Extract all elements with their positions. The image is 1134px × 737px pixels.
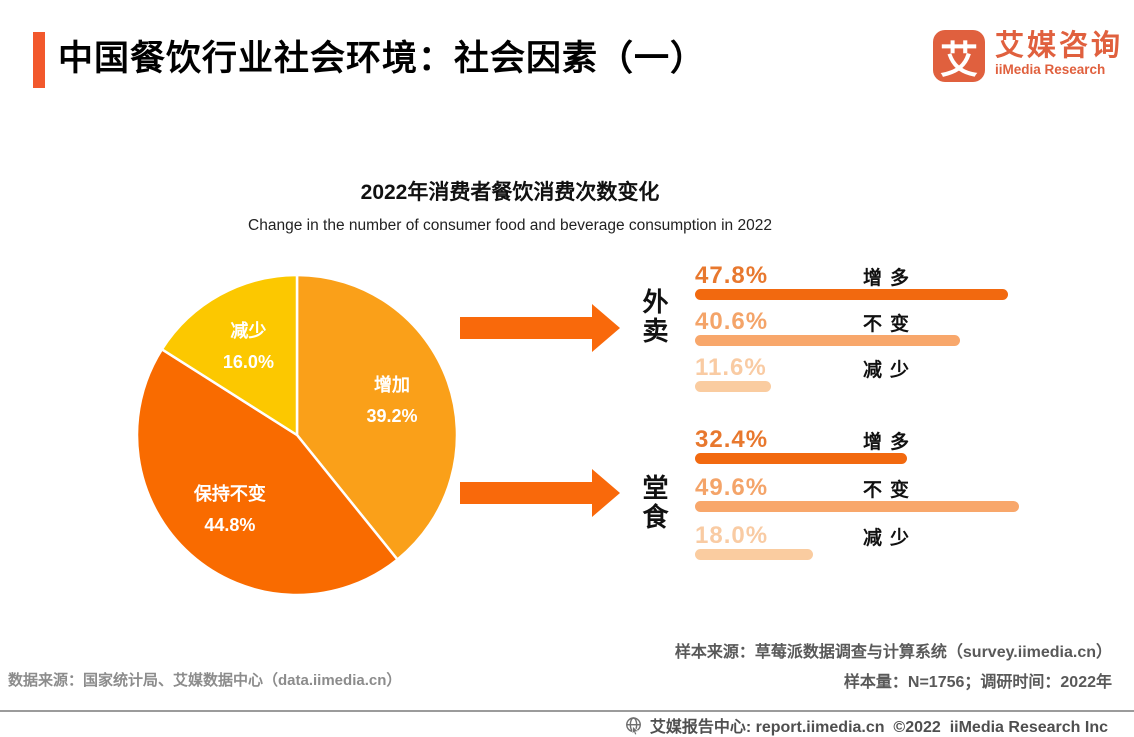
pie-slice-label: 减少 16.0% (222, 320, 274, 372)
pie-chart: 增加 39.2% 保持不变 44.8% 减少 16.0% (127, 265, 467, 605)
pie-slice-label: 保持不变 44.8% (193, 484, 266, 536)
bar (695, 381, 771, 392)
iimedia-logo-icon: 艾 (933, 30, 985, 82)
pie-slice-label: 增加 39.2% (366, 375, 418, 427)
logo-name-en: iiMedia Research (995, 62, 1106, 77)
footer: 艾媒报告中心: report.iimedia.cn ©2022 iiMedia … (624, 713, 1108, 737)
iimedia-logo-text: 艾媒咨询 iiMedia Research (995, 30, 1123, 78)
bar-category-label: 不变 (863, 480, 918, 501)
sample-source-note: 样本来源：草莓派数据调查与计算系统（survey.iimedia.cn） (674, 644, 1112, 661)
logo-name-cn: 艾媒咨询 (995, 30, 1124, 62)
data-source-note: 数据来源：国家统计局、艾媒数据中心（data.iimedia.cn） (8, 672, 402, 689)
bar-group-dinein: 32.4% 增多 49.6% 不变 18.0% 减少 (695, 426, 1035, 570)
bar-row: 47.8% 增多 (695, 262, 1035, 308)
bar-row: 32.4% 增多 (695, 426, 1035, 474)
chart-title: 2022年消费者餐饮消费次数变化 (360, 181, 660, 204)
bar-category-label: 减少 (863, 528, 918, 549)
bar-value: 32.4% (695, 426, 769, 453)
bar-value: 18.0% (695, 522, 769, 549)
globe-cursor-icon (625, 716, 641, 735)
title-accent-bar (33, 32, 45, 88)
bar-group-takeout: 47.8% 增多 40.6% 不变 11.6% 减少 (695, 262, 1035, 400)
bar-value: 47.8% (695, 262, 769, 289)
bar-value: 49.6% (695, 474, 769, 501)
bar (695, 549, 813, 560)
bar (695, 335, 961, 346)
bar-category-label: 增多 (863, 432, 918, 453)
footer-text: 艾媒报告中心: report.iimedia.cn ©2022 iiMedia … (649, 719, 1108, 736)
arrow-to-dinein-icon (460, 469, 620, 517)
group-label-dinein: 堂食 (639, 474, 669, 532)
pie-slice (135, 348, 399, 597)
chart-subtitle: Change in the number of consumer food an… (248, 217, 772, 234)
chart-header: 2022年消费者餐饮消费次数变化 Change in the number of… (235, 176, 785, 235)
footer-divider (0, 710, 1134, 712)
bar (695, 289, 1008, 300)
page-title: 中国餐饮行业社会环境：社会因素（一） (58, 39, 707, 78)
bar-category-label: 不变 (863, 314, 918, 335)
bar-row: 40.6% 不变 (695, 308, 1035, 354)
pie-chart-svg (135, 273, 459, 597)
arrow-to-takeout-icon (460, 304, 620, 352)
pie-slice (295, 273, 459, 561)
bar-row: 18.0% 减少 (695, 522, 1035, 570)
bar-value: 11.6% (695, 354, 767, 381)
bar-row: 49.6% 不变 (695, 474, 1035, 522)
bar (695, 453, 907, 464)
bar-category-label: 减少 (863, 360, 918, 381)
group-label-takeout: 外卖 (639, 288, 669, 346)
iimedia-logo: 艾 艾媒咨询 iiMedia Research (933, 30, 1123, 82)
bar-row: 11.6% 减少 (695, 354, 1035, 400)
bar-value: 40.6% (695, 308, 769, 335)
bar-category-label: 增多 (863, 268, 918, 289)
sample-info-note: 样本量：N=1756；调研时间：2022年 (843, 674, 1112, 691)
pie-slice (160, 273, 299, 437)
bar (695, 501, 1020, 512)
